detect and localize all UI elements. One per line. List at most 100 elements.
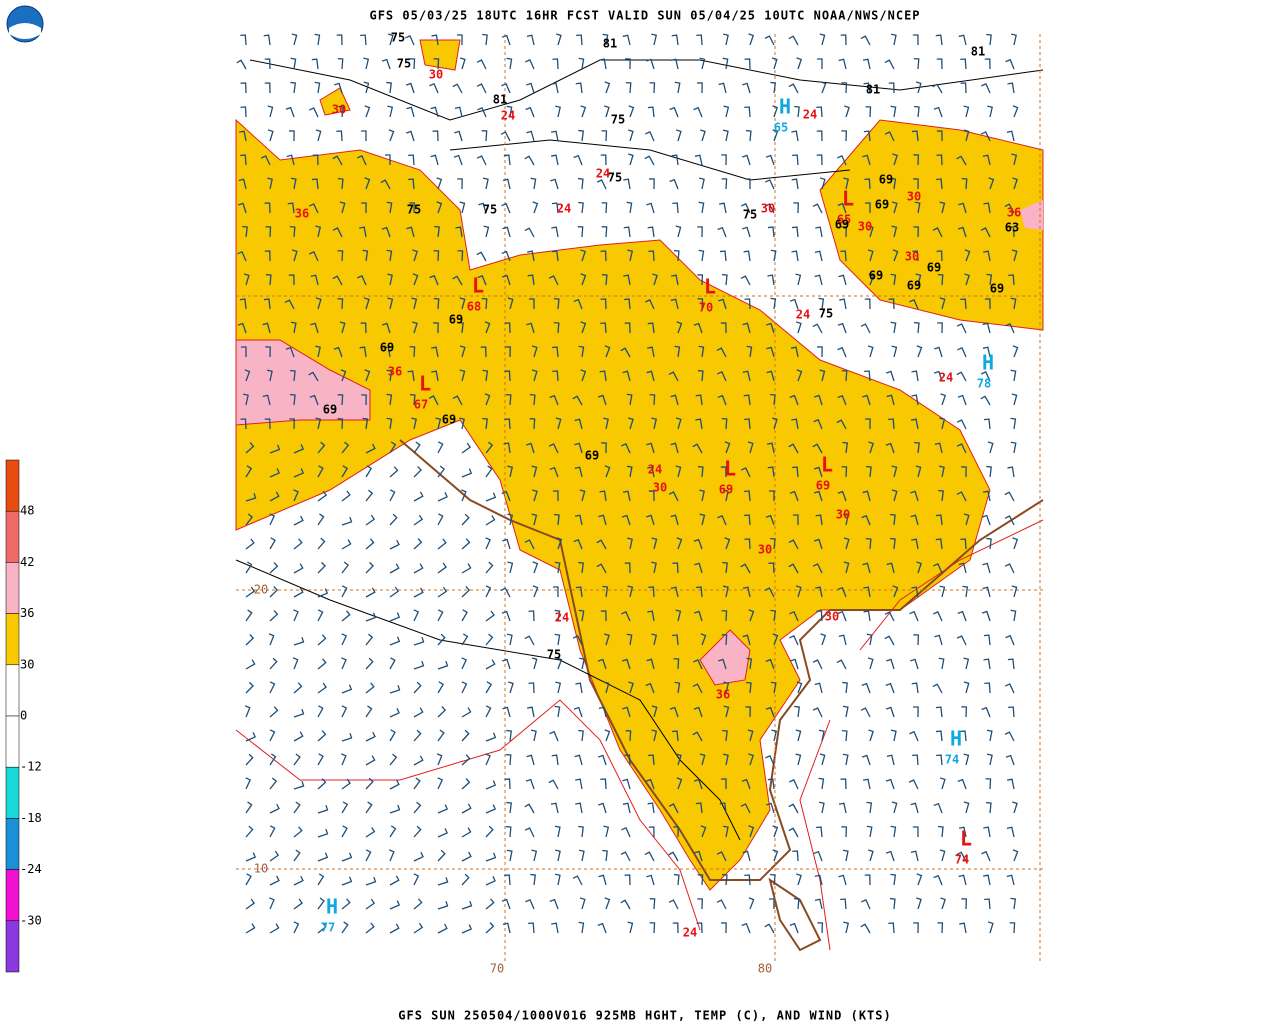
wind-barb (409, 393, 416, 406)
wind-barb (364, 177, 371, 190)
wind-barb (336, 34, 343, 46)
wind-barb (890, 873, 897, 886)
wind-barb (461, 586, 471, 598)
wind-barb (721, 778, 727, 790)
colorbar-swatch (5, 920, 20, 973)
wind-barb (362, 417, 369, 430)
wind-barb (910, 418, 919, 430)
wind-barb (867, 249, 874, 262)
wind-barb (862, 394, 871, 406)
wind-barb (673, 658, 680, 670)
wind-barb (911, 586, 919, 598)
wind-barb (721, 610, 728, 622)
wind-barb (341, 561, 350, 574)
wind-barb (914, 105, 920, 118)
wind-barb (938, 657, 945, 670)
wind-barb (722, 57, 729, 70)
wind-barb (842, 849, 849, 862)
wind-barb (1007, 466, 1015, 478)
wind-barb (481, 298, 488, 310)
wind-barb (506, 57, 513, 70)
wind-barb (365, 876, 377, 886)
wind-barb (290, 369, 296, 382)
temp-contour (235, 699, 701, 931)
wind-barb (554, 633, 561, 646)
height-label: 63 (1005, 221, 1019, 235)
wind-barb (526, 322, 535, 334)
wind-barb (548, 779, 559, 790)
wind-barb (983, 874, 991, 886)
wind-barb (383, 346, 391, 358)
wind-barb (841, 729, 848, 742)
wind-barb (742, 634, 751, 646)
wind-barb (913, 706, 919, 718)
wind-barb (430, 106, 439, 118)
wind-barb (317, 828, 329, 838)
wind-barb (647, 106, 655, 118)
wind-barb (649, 898, 656, 910)
wind-barb (601, 226, 608, 238)
wind-barb (860, 923, 871, 934)
wind-barb (963, 753, 970, 766)
wind-barb (865, 418, 871, 430)
wind-barb (386, 369, 393, 382)
wind-barb (1005, 322, 1015, 334)
wind-barb (624, 874, 631, 886)
temp-contour (799, 519, 1044, 951)
wind-barb (884, 611, 895, 622)
wind-barb (646, 442, 655, 454)
wind-barb (554, 705, 561, 718)
wind-barb (956, 323, 967, 334)
wind-barb (1005, 634, 1015, 646)
wind-barb (411, 297, 418, 310)
wind-barb (339, 201, 346, 214)
colorbar-swatch (5, 715, 20, 768)
wind-barb (963, 657, 970, 670)
wind-barb (389, 708, 400, 718)
wind-barb (602, 33, 609, 46)
wind-barb (363, 297, 370, 310)
wind-barb (789, 298, 799, 310)
lon-label: 70 (490, 962, 504, 976)
wind-barb (984, 898, 991, 910)
wind-barb (572, 875, 583, 886)
wind-barb (886, 658, 895, 670)
wind-barb (722, 561, 728, 574)
wind-barb (556, 33, 562, 46)
wind-barb (308, 203, 319, 214)
wind-barb (722, 489, 729, 502)
wind-barb (485, 804, 497, 814)
wind-barb (697, 82, 703, 94)
height-label: 69 (879, 173, 893, 187)
wind-barb (911, 682, 919, 694)
wind-barb (916, 561, 922, 574)
wind-barb (526, 82, 535, 94)
wind-barb (963, 105, 970, 118)
wind-barb (526, 34, 535, 46)
wind-barb (290, 321, 297, 334)
wind-barb (956, 155, 967, 166)
wind-barb (361, 394, 367, 406)
wind-barb (742, 370, 751, 382)
wind-barb (461, 778, 471, 790)
wind-barb (796, 681, 803, 694)
wind-barb (575, 802, 583, 814)
height-label: 81 (493, 93, 507, 107)
wind-barb (813, 538, 823, 550)
wind-barb (671, 730, 679, 742)
wind-barb (269, 777, 278, 790)
wind-barb (293, 538, 303, 550)
temp-label: 30 (905, 250, 919, 264)
wind-barb (651, 417, 658, 430)
wind-barb (578, 57, 585, 70)
wind-barb (647, 802, 655, 814)
wind-barb (748, 609, 755, 622)
height-label: 75 (547, 648, 561, 662)
wind-barb (721, 154, 727, 166)
height-label: 69 (585, 449, 599, 463)
wind-barb (600, 610, 607, 622)
wind-barb (389, 779, 400, 790)
wind-barb (742, 82, 751, 94)
height-label: 69 (990, 282, 1004, 296)
wind-barb (237, 250, 247, 262)
